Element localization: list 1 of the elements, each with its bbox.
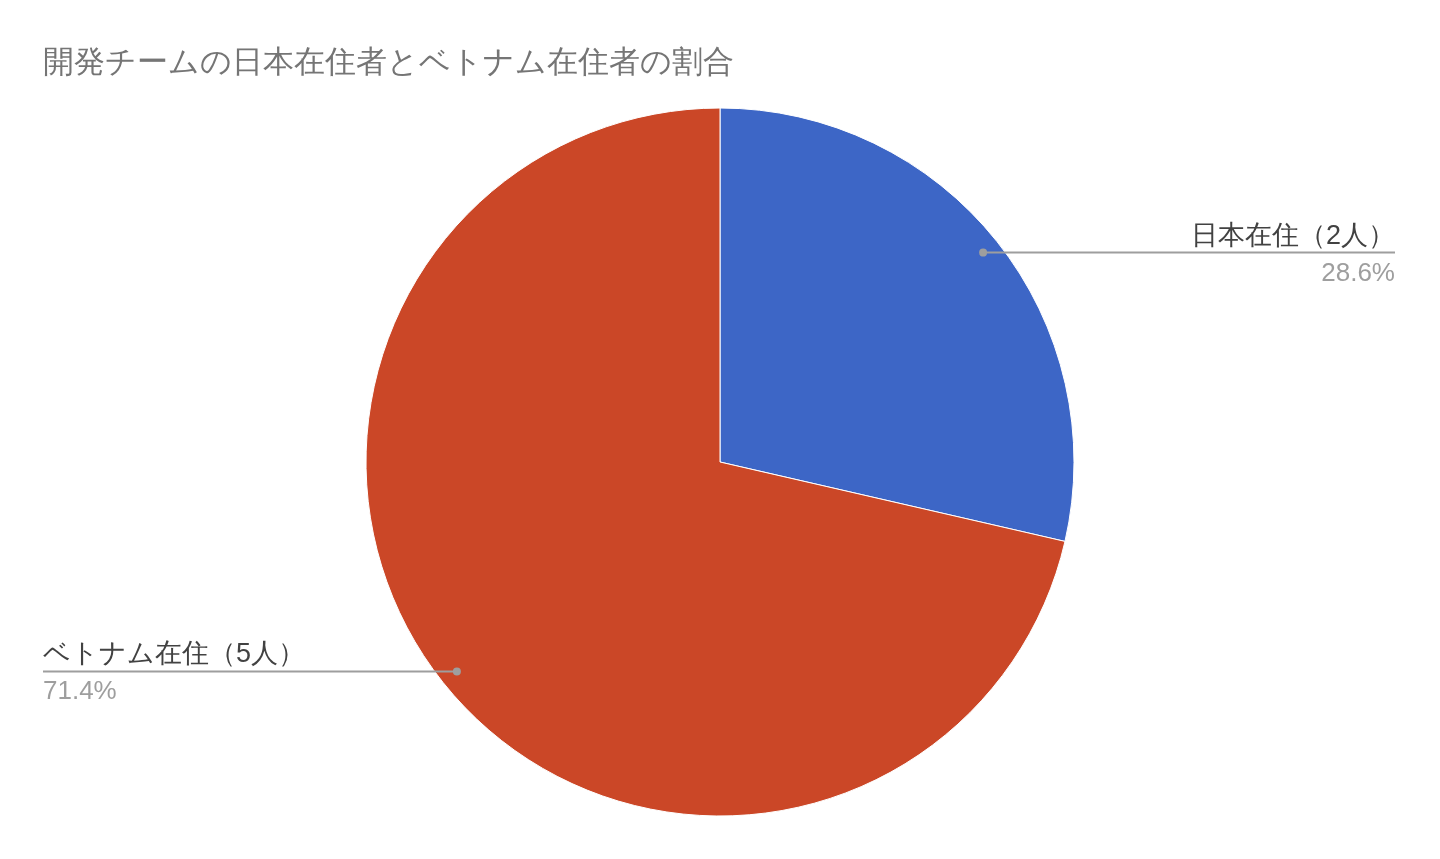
title: 開発チームの日本在住者とベトナム在住者の割合 <box>43 44 734 79</box>
